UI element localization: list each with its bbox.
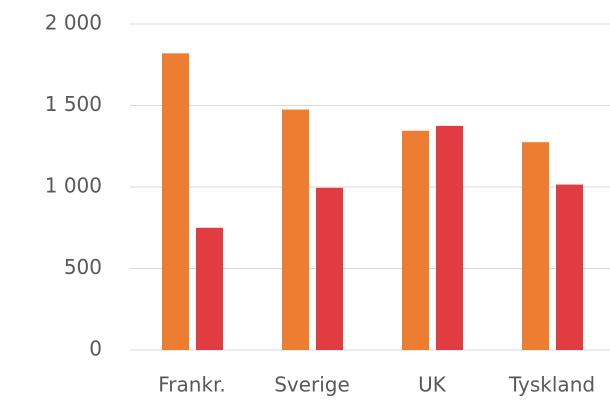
bar xyxy=(196,227,223,350)
bar xyxy=(556,184,583,350)
bar xyxy=(316,187,343,350)
x-tick-label: UK xyxy=(418,373,447,397)
bar xyxy=(402,130,429,350)
bar xyxy=(522,142,549,350)
y-tick-label: 1 000 xyxy=(45,174,102,198)
bar xyxy=(162,53,189,351)
bar xyxy=(282,109,309,350)
x-tick-label: Frankr. xyxy=(158,373,226,397)
y-tick-label: 0 xyxy=(89,337,102,361)
y-tick-label: 1 500 xyxy=(45,92,102,116)
bar xyxy=(436,125,463,350)
x-tick-label: Sverige xyxy=(274,373,350,397)
y-tick-label: 2 000 xyxy=(45,11,102,35)
y-tick-label: 500 xyxy=(64,255,102,279)
x-tick-label: Tyskland xyxy=(508,373,595,397)
